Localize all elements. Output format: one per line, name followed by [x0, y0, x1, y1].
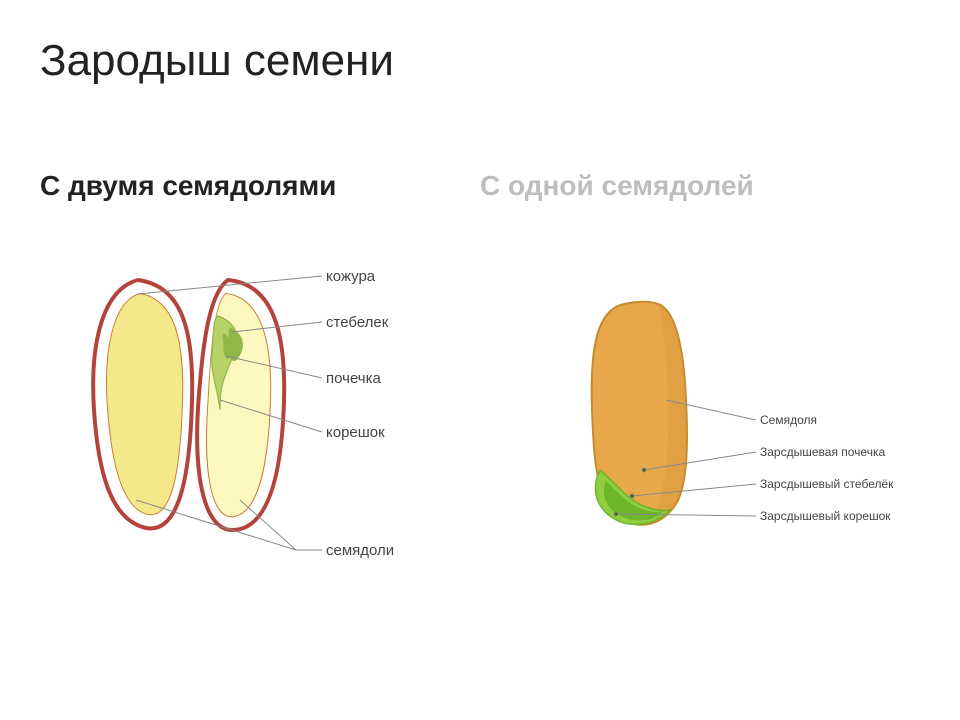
label-zstebelek: Зарсдышевый стебелёк — [760, 477, 893, 491]
monocot-seed-diagram: Семядоля Зарсдышевая почечка Зарсдышевый с… — [560, 290, 920, 590]
label-kozhura: кожура — [326, 268, 375, 285]
label-stebelek: стебелек — [326, 314, 388, 331]
label-semyadolya: Семядоля — [760, 413, 817, 427]
subtitle-right: С одной семядолей — [480, 170, 754, 202]
label-zkoreshok: Зарсдышевый корешок — [760, 509, 891, 523]
dicot-seed-diagram: кожура стебелек почечка корешок семядоли — [80, 260, 420, 580]
page-title: Зародыш семени — [40, 36, 394, 86]
label-pochechka: почечка — [326, 370, 381, 387]
subtitle-left: С двумя семядолями — [40, 170, 336, 202]
right-cotyledon — [197, 280, 284, 530]
label-koreshok: корешок — [326, 424, 385, 441]
left-cotyledon — [93, 280, 192, 528]
label-zpochechka: Зарсдышевая почечка — [760, 445, 885, 459]
label-semyadoli: семядоли — [326, 542, 394, 559]
